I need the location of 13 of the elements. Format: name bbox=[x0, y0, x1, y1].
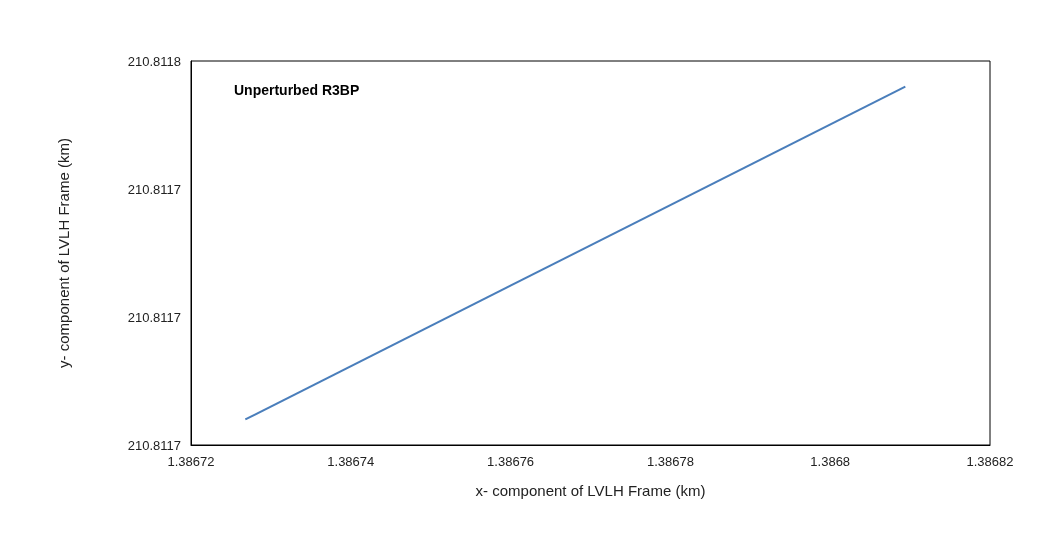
x-tick-label: 1.38676 bbox=[487, 454, 535, 469]
y-tick-label: 210.8117 bbox=[127, 181, 181, 197]
y-axis-title: y- component of LVLH Frame (km) bbox=[55, 138, 72, 368]
y-tick-label: 210.8118 bbox=[127, 53, 181, 69]
x-axis-title: x- component of LVLH Frame (km) bbox=[475, 482, 706, 499]
x-tick-label: 1.3868 bbox=[810, 454, 851, 469]
x-tick-label: 1.38678 bbox=[646, 454, 694, 469]
y-tick-label: 210.8117 bbox=[127, 309, 181, 325]
x-tick-label: 1.38682 bbox=[966, 454, 1014, 469]
text: Unperturbed R3BP bbox=[234, 82, 360, 98]
x-tick-label: 1.38672 bbox=[167, 454, 215, 469]
y-tick-label: 210.8117 bbox=[127, 437, 181, 453]
x-tick-label: 1.38674 bbox=[327, 454, 375, 469]
